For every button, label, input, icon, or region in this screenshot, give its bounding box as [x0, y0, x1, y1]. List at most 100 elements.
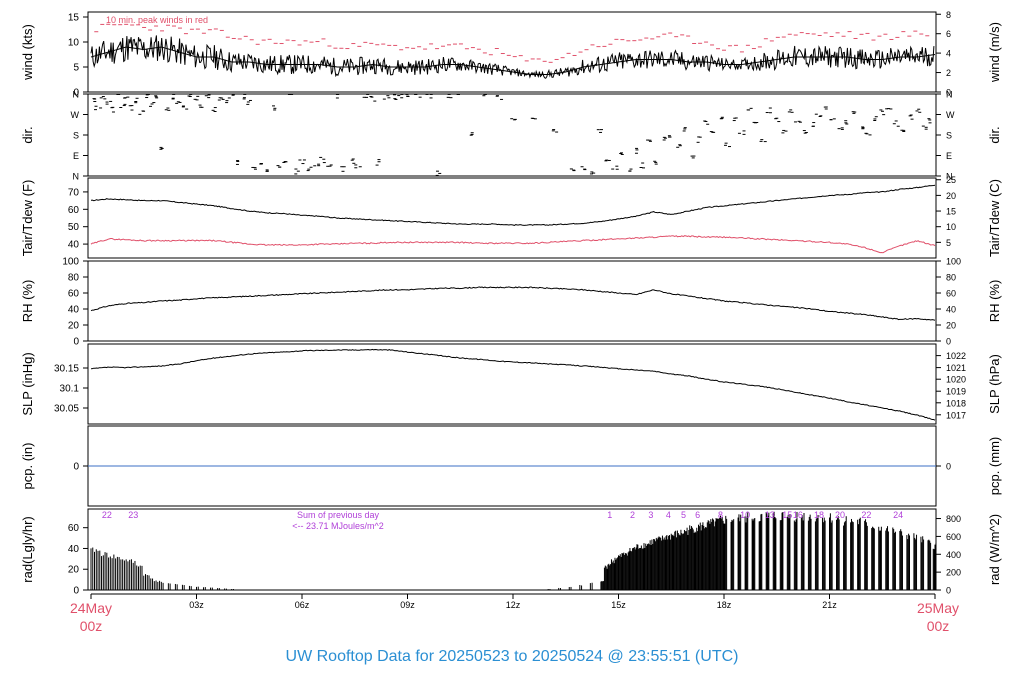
dew-point-line [90, 235, 936, 254]
radiation-hour-label: 16 [793, 510, 803, 520]
radiation-hour-label: 2 [630, 510, 635, 520]
temp-left-tick-label: 50 [68, 222, 80, 233]
dir-left-tick-label: N [73, 172, 80, 182]
radiation-hour-label: 8 [718, 510, 723, 520]
rh-right-tick-label: 40 [946, 305, 956, 315]
air-temperature-line [90, 184, 936, 226]
wind-speed-trace [90, 35, 935, 79]
x-axis-tick-label: 03z [189, 600, 204, 610]
dir-right-tick-label: N [946, 90, 953, 100]
wind-right-tick-label: 8 [946, 10, 951, 20]
slp-panel-frame [87, 343, 937, 425]
radiation-sum-label: Sum of previous day [297, 510, 380, 520]
slp-right-tick-label: 1019 [946, 387, 966, 397]
rad-right-tick-label: 200 [946, 568, 961, 578]
slp-right-tick-label: 1018 [946, 398, 966, 408]
rh-left-tick-label: 100 [62, 257, 79, 268]
radiation-hour-label: 18 [814, 510, 824, 520]
rad-ylabel-right: rad (W/m^2) [987, 514, 1002, 585]
slp-left-tick-label: 30.1 [60, 384, 80, 395]
wind-left-tick-label: 0 [73, 88, 79, 99]
wind-right-tick-label: 2 [946, 68, 951, 78]
dir-left-tick-label: W [71, 110, 80, 120]
rh-left-tick-label: 0 [73, 337, 79, 348]
temp-right-tick-label: 10 [946, 222, 956, 232]
dir-left-tick-label: N [73, 90, 80, 100]
rh-right-tick-label: 60 [946, 289, 956, 299]
dir-right-tick-label: W [946, 110, 955, 120]
dir-left-tick-label: E [73, 151, 79, 161]
rad-left-tick-label: 20 [68, 565, 80, 576]
wind-left-tick-label: 15 [68, 13, 80, 24]
radiation-hour-label: 22 [102, 510, 112, 520]
radiation-hour-label: 24 [893, 510, 903, 520]
slp-ylabel-right: SLP (hPa) [987, 354, 1002, 414]
temp-right-tick-label: 25 [946, 175, 956, 185]
rh-left-tick-label: 60 [68, 289, 80, 300]
pcp-left-tick-label: 0 [73, 462, 79, 473]
temp-right-tick-label: 15 [946, 207, 956, 217]
relative-humidity-line [90, 286, 936, 321]
chart-title: UW Rooftop Data for 20250523 to 20250524… [285, 648, 739, 665]
temp-right-tick-label: 5 [946, 238, 951, 248]
pcp-ylabel: pcp. (in) [20, 443, 35, 490]
x-axis-start-time: 00z [80, 618, 103, 634]
x-axis-tick-label: 18z [717, 600, 732, 610]
dir-right-tick-label: S [946, 131, 952, 141]
temp-panel-frame [87, 177, 937, 259]
wind-annotation: 10 min. peak winds in red [106, 15, 208, 25]
rh-left-tick-label: 40 [68, 305, 80, 316]
wind-speed-line [90, 46, 936, 75]
rad-right-tick-label: 0 [946, 586, 951, 596]
rh-right-tick-label: 100 [946, 257, 961, 267]
wind-right-tick-label: 0 [946, 88, 951, 98]
temp-left-tick-label: 70 [68, 187, 80, 198]
radiation-hour-label: 13 [765, 510, 775, 520]
rad-right-tick-label: 400 [946, 550, 961, 560]
rad-left-tick-label: 60 [68, 523, 80, 534]
rh-right-tick-label: 80 [946, 273, 956, 283]
radiation-hour-label: 4 [666, 510, 671, 520]
rad-left-tick-label: 0 [73, 586, 79, 597]
dir-left-tick-label: S [73, 131, 79, 141]
temp-ylabel-right: Tair/Tdew (C) [987, 179, 1002, 257]
wind-panel-frame [87, 11, 937, 93]
x-axis-tick-label: 09z [400, 600, 415, 610]
pcp-right-tick-label: 0 [946, 462, 951, 472]
pcp-ylabel-right: pcp. (mm) [987, 437, 1002, 496]
radiation-hour-label: 20 [835, 510, 845, 520]
rad-right-tick-label: 800 [946, 514, 961, 524]
x-axis-tick-label: 12z [506, 600, 521, 610]
rad-right-tick-label: 600 [946, 532, 961, 542]
rh-ylabel: RH (%) [20, 280, 35, 323]
rh-ylabel-right: RH (%) [987, 280, 1002, 323]
radiation-hour-label: 6 [695, 510, 700, 520]
temp-ylabel: Tair/Tdew (F) [20, 180, 35, 257]
radiation-hour-label: 10 [740, 510, 750, 520]
wind-ylabel: wind (kts) [20, 24, 35, 81]
rh-right-tick-label: 20 [946, 321, 956, 331]
x-axis-tick-label: 15z [611, 600, 626, 610]
slp-left-tick-label: 30.15 [54, 364, 79, 375]
dir-panel-frame [87, 93, 937, 177]
x-axis-tick-label: 06z [295, 600, 310, 610]
radiation-hour-label: 15 [782, 510, 792, 520]
x-axis-start-date: 24May [70, 600, 112, 616]
temp-right-tick-label: 20 [946, 191, 956, 201]
rh-left-tick-label: 80 [68, 273, 80, 284]
slp-right-tick-label: 1017 [946, 410, 966, 420]
wind-left-tick-label: 5 [73, 63, 79, 74]
wind-right-tick-label: 4 [946, 49, 951, 59]
dir-right-tick-label: E [946, 151, 952, 161]
dir-ylabel: dir. [20, 126, 35, 143]
x-axis-tick-label: 21z [822, 600, 837, 610]
rh-panel-frame [87, 260, 937, 342]
slp-left-tick-label: 30.05 [54, 404, 79, 415]
wind-right-tick-label: 6 [946, 29, 951, 39]
rad-ylabel: rad(Lgly/hr) [20, 516, 35, 582]
slp-right-tick-label: 1020 [946, 375, 966, 385]
radiation-hour-label: 5 [681, 510, 686, 520]
temp-left-tick-label: 40 [68, 240, 80, 251]
radiation-hour-label: 23 [128, 510, 138, 520]
